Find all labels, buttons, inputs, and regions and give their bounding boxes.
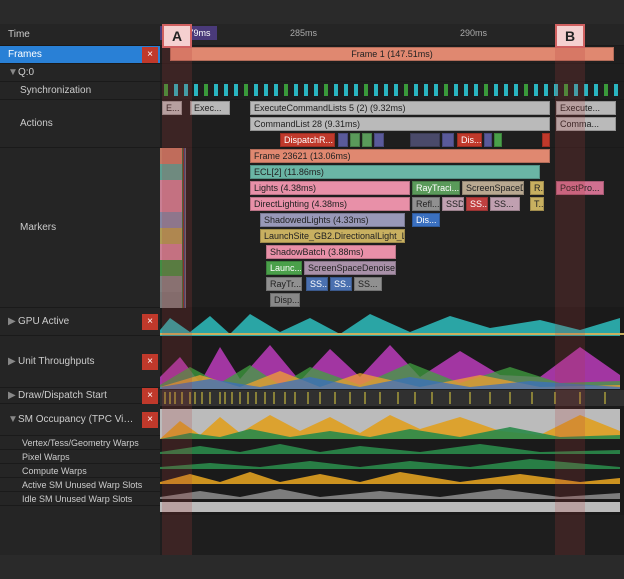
close-icon[interactable]: × [142, 47, 158, 63]
timeline-bar[interactable] [362, 133, 372, 147]
timeline-bar[interactable]: Disp... [270, 293, 300, 307]
timeline-bar[interactable]: Dis... [412, 213, 440, 227]
timeline-bar[interactable]: Lights (4.38ms) [250, 181, 410, 195]
timeline-bar[interactable] [350, 133, 360, 147]
markers-track: Frame 23621 (13.06ms) ECL[2] (11.86ms) Lig… [160, 148, 624, 308]
timeline-content[interactable]: 281.079ms 285ms290ms Frame 1 (147.51ms) … [160, 24, 624, 555]
timeline-bar[interactable]: Refl... [412, 197, 440, 211]
close-icon[interactable]: × [142, 314, 158, 330]
sync-track [160, 82, 624, 100]
row-q0[interactable]: ▼Q:0 [0, 63, 160, 82]
row-sync[interactable]: Synchronization [0, 81, 160, 100]
timeline-bar[interactable]: ShadowBatch (3.88ms) [266, 245, 396, 259]
timeline-bar[interactable]: T... [530, 197, 544, 211]
sm-occ-graph [160, 407, 624, 440]
timeline-bar[interactable]: LaunchSite_GB2.DirectionalLight_LAUN... [260, 229, 405, 243]
timeline-bar[interactable]: R... [530, 181, 544, 195]
row-frames[interactable]: Frames [0, 45, 142, 64]
callout-b: B [555, 24, 585, 48]
timeline-bar[interactable] [442, 133, 454, 147]
draw-dispatch-graph [160, 390, 624, 407]
gpu-active-graph [160, 308, 624, 337]
row-idle[interactable]: Idle SM Unused Warp Slots [0, 490, 160, 508]
close-icon[interactable]: × [142, 412, 158, 428]
timeline-bar[interactable]: DirectLighting (4.38ms) [250, 197, 410, 211]
timeline-bar[interactable]: SS... [490, 197, 520, 211]
sm-sub-graph [160, 485, 624, 500]
timeline-bar[interactable]: Execute... [556, 101, 616, 115]
timeline-bar[interactable] [410, 133, 440, 147]
frames-track: Frame 1 (147.51ms) [160, 46, 624, 64]
timeline-bar[interactable]: SS... [354, 277, 382, 291]
timeline-bar[interactable]: RayTr... [266, 277, 302, 291]
timeline-bar[interactable]: SS... [330, 277, 352, 291]
row-time: Time [0, 25, 160, 44]
timeline-bar[interactable]: Exec... [190, 101, 230, 115]
timeline-bar[interactable]: ScreenSpaceDenoise... [304, 261, 396, 275]
unit-tp-graph [160, 337, 624, 390]
timeline-bar[interactable] [494, 133, 502, 147]
row-sm-occ[interactable]: ▼SM Occupancy (TPC View) [0, 410, 142, 429]
timeline-bar[interactable]: ShadowedLights (4.33ms) [260, 213, 405, 227]
timeline-bar[interactable]: Frame 23621 (13.06ms) [250, 149, 550, 163]
timeline-bar[interactable]: Comma... [556, 117, 616, 131]
sm-sub-graph [160, 440, 624, 455]
q0-track [160, 64, 624, 82]
close-icon[interactable]: × [142, 388, 158, 404]
close-icon[interactable]: × [142, 354, 158, 370]
actions-track: E... Exec... ExecuteCommandLists 5 (2) (9.… [160, 100, 624, 148]
timeline-bar[interactable]: SS... [466, 197, 488, 211]
row-unit-tp[interactable]: ▶Unit Throughputs [0, 352, 142, 371]
timeline-bar[interactable] [484, 133, 492, 147]
timeline-bar[interactable]: E... [162, 101, 182, 115]
timeline-bar[interactable]: ECL[2] (11.86ms) [250, 165, 540, 179]
row-actions[interactable]: Actions [0, 114, 160, 133]
timeline-bar[interactable]: Launc... [266, 261, 302, 275]
timeline-bar[interactable]: DispatchR... [280, 133, 335, 147]
row-gpu-active[interactable]: ▶GPU Active [0, 312, 142, 331]
sidebar: Time Frames× ▼Q:0 Synchronization Action… [0, 24, 160, 555]
row-markers[interactable]: Markers [0, 218, 160, 237]
sm-sub-graph [160, 500, 624, 515]
callout-a: A [162, 24, 192, 48]
timeline-bar[interactable] [338, 133, 348, 147]
timeline-bar[interactable]: PostPro... [556, 181, 604, 195]
timeline-bar[interactable]: SSD [442, 197, 464, 211]
timeline-bar[interactable]: ExecuteCommandLists 5 (2) (9.32ms) [250, 101, 550, 115]
timeline-bar[interactable] [374, 133, 384, 147]
sm-sub-graph [160, 470, 624, 485]
timeline-bar[interactable] [542, 133, 550, 147]
timeline-bar[interactable]: ScreenSpaceDe... [462, 181, 524, 195]
timeline-bar[interactable]: RayTraci... [412, 181, 460, 195]
timeline-bar[interactable]: Dis... [457, 133, 482, 147]
row-draw-dispatch[interactable]: ▶Draw/Dispatch Start [0, 386, 142, 405]
sm-sub-graph [160, 455, 624, 470]
timeline-bar[interactable]: SS... [306, 277, 328, 291]
timeline-bar[interactable]: CommandList 28 (9.31ms) [250, 117, 550, 131]
